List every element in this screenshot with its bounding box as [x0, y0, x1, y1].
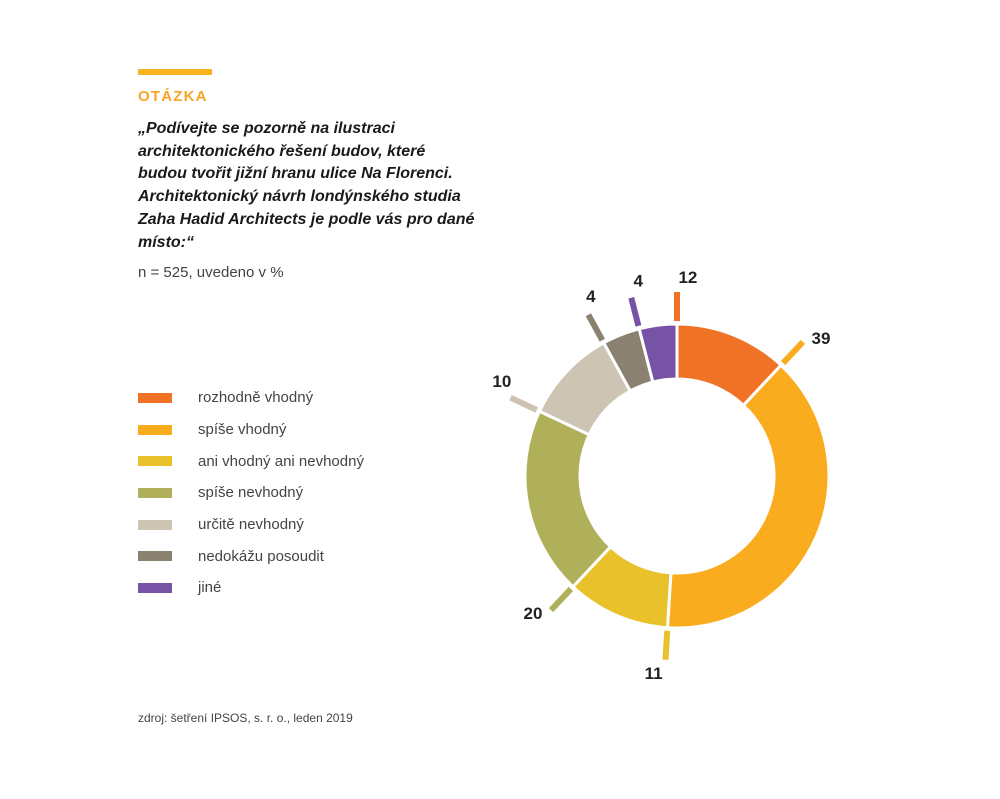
question-line: „Podívejte se pozorně na ilustraci	[138, 120, 395, 137]
legend-swatch	[138, 487, 172, 498]
slice-value-label: 20	[524, 604, 543, 623]
slice-leader	[509, 394, 539, 413]
legend-swatch	[138, 582, 172, 593]
legend-item: spíše nevhodný	[138, 477, 364, 509]
slice-value-label: 11	[645, 664, 663, 683]
legend-label: nedokážu posoudit	[198, 547, 324, 565]
legend-item: rozhodně vhodný	[138, 382, 364, 414]
legend-swatch	[138, 392, 172, 403]
slice-value-label: 12	[678, 268, 697, 287]
slice-leader	[548, 586, 574, 613]
legend-label: spíše vhodný	[198, 421, 287, 439]
legend-label: rozhodně vhodný	[198, 389, 314, 407]
question-line: Zaha Hadid Architects je podle vás pro d…	[138, 210, 475, 228]
question-line: Architektonický návrh londýnského studia	[138, 188, 461, 206]
donut-slice	[523, 409, 613, 589]
slice-value-label: 4	[586, 287, 596, 306]
legend-item: určitě nevhodný	[138, 509, 364, 541]
legend-swatch	[138, 456, 172, 467]
slice-value-label: 39	[812, 329, 831, 348]
legend-label: jiné	[198, 579, 222, 597]
legend-item: nedokážu posoudit	[138, 540, 364, 572]
source-note: zdroj: šetření IPSOS, s. r. o., leden 20…	[138, 711, 353, 725]
donut-slice	[665, 363, 831, 630]
chart-legend: rozhodně vhodný spíše vhodný ani vhodný an…	[138, 382, 364, 604]
question-line: architektonického řešení budov, které	[138, 142, 426, 160]
slice-leader	[780, 339, 806, 366]
donut-slice	[637, 322, 679, 384]
legend-label: spíše nevhodný	[198, 484, 304, 502]
legend-item: spíše vhodný	[138, 414, 364, 446]
sample-note: n = 525, uvedeno v %	[138, 264, 284, 281]
legend-label: určitě nevhodný	[198, 516, 304, 534]
question-text: „Podívejte se pozorně na ilustraci archi…	[138, 118, 538, 254]
section-label: OTÁZKA	[138, 88, 208, 105]
slice-value-label: 4	[633, 271, 643, 290]
legend-item: ani vhodný ani nevhodný	[138, 445, 364, 477]
slice-leader	[628, 297, 642, 327]
legend-label: ani vhodný ani nevhodný	[198, 452, 364, 470]
legend-swatch	[138, 424, 172, 435]
slice-leader	[585, 313, 605, 342]
slice-value-label: 10	[492, 372, 511, 391]
legend-swatch	[138, 551, 172, 562]
legend-item: jiné	[138, 572, 364, 604]
legend-swatch	[138, 519, 172, 530]
question-line: místo:“	[138, 233, 194, 251]
slice-leader	[662, 630, 671, 660]
accent-bar	[138, 69, 212, 75]
question-line: budou tvořit jižní hranu ulice Na Floren…	[138, 165, 453, 183]
